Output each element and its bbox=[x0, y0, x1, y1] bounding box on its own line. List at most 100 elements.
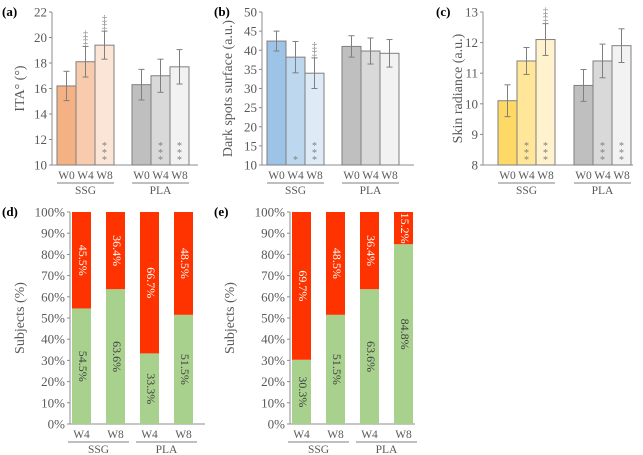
panel-label: (d) bbox=[2, 204, 18, 219]
y-axis-label: Skin radiance (a.u.) bbox=[451, 33, 466, 143]
bar-segment-green bbox=[174, 314, 193, 424]
y-tick-label: 9 bbox=[472, 127, 479, 142]
y-tick-label: 20 bbox=[244, 119, 257, 134]
y-tick-label: 25 bbox=[244, 100, 257, 115]
x-tick-label: W0 bbox=[499, 170, 516, 182]
x-tick-label: W8 bbox=[96, 170, 113, 182]
y-tick-label: 70% bbox=[41, 268, 65, 283]
x-tick-label: W4 bbox=[361, 429, 378, 441]
significance-mark: ‡ bbox=[83, 29, 88, 40]
bar-segment-red bbox=[174, 212, 193, 315]
y-tick-label: 15 bbox=[244, 138, 257, 153]
y-tick-label: 10 bbox=[34, 158, 47, 173]
panel-e: (e) 0% 10% 20% 30% 40% 50% 60% 70% 80% 90% 100% Subj… bbox=[214, 204, 417, 455]
y-tick-label: 8 bbox=[472, 158, 479, 173]
panel-b: (b) 10 15 20 25 30 35 40 45 50 Dark spots surface … bbox=[214, 4, 414, 197]
significance-star: * bbox=[312, 148, 317, 159]
significance-star: * bbox=[102, 141, 107, 152]
y-tick-label: 20% bbox=[261, 374, 285, 389]
significance-star: * bbox=[102, 148, 107, 159]
data-label: 84.8% bbox=[398, 319, 412, 350]
group-label: SSG bbox=[75, 185, 96, 197]
bar-segment-green bbox=[106, 289, 125, 424]
y-tick-label: 40 bbox=[244, 43, 257, 58]
bar bbox=[360, 50, 381, 166]
x-tick-label: W8 bbox=[171, 170, 188, 182]
significance-star: * bbox=[524, 148, 529, 159]
data-label: 45.5% bbox=[76, 245, 90, 276]
x-tick-label: W8 bbox=[327, 429, 344, 441]
x-tick-label: W8 bbox=[107, 429, 124, 441]
bar-segment-red bbox=[394, 212, 413, 245]
y-tick-label: 100% bbox=[255, 205, 286, 220]
y-tick-label: 30% bbox=[261, 353, 285, 368]
y-tick-label: 22 bbox=[34, 5, 47, 20]
y-axis-label: Subjects (%) bbox=[223, 282, 238, 354]
significance-star: * bbox=[177, 148, 182, 159]
y-tick-label: 0% bbox=[268, 417, 286, 432]
data-label: 30.3% bbox=[296, 376, 310, 407]
panel-label: (c) bbox=[436, 4, 450, 19]
bar-segment-red bbox=[360, 212, 379, 290]
y-axis-label: Dark spots surface (a.u.) bbox=[221, 20, 236, 158]
data-label: 33.3% bbox=[144, 373, 158, 404]
x-tick-label: W4 bbox=[287, 170, 304, 182]
significance-mark: ‡ bbox=[102, 14, 107, 25]
data-label: 51.5% bbox=[330, 354, 344, 385]
x-tick-label: W4 bbox=[362, 170, 379, 182]
panel-label: (e) bbox=[214, 204, 228, 219]
group-label: PLA bbox=[592, 185, 614, 197]
significance-star: * bbox=[524, 155, 529, 166]
bar-segment-green bbox=[292, 359, 311, 424]
data-label: 63.6% bbox=[364, 341, 378, 372]
y-tick-label: 90% bbox=[41, 226, 65, 241]
y-tick-label: 50% bbox=[261, 311, 285, 326]
significance-mark: ‡ bbox=[312, 41, 317, 52]
significance-mark: ‡ bbox=[543, 14, 548, 25]
significance-star: * bbox=[524, 141, 529, 152]
group-label: SSG bbox=[516, 185, 537, 197]
significance-star: * bbox=[543, 155, 548, 166]
group-label: PLA bbox=[376, 444, 398, 455]
y-tick-label: 18 bbox=[34, 56, 47, 71]
bar-segment-green bbox=[326, 314, 345, 424]
y-tick-label: 12 bbox=[465, 35, 478, 50]
x-tick-label: W0 bbox=[268, 170, 285, 182]
y-tick-label: 80% bbox=[41, 247, 65, 262]
y-tick-label: 14 bbox=[34, 107, 48, 122]
y-tick-label: 50 bbox=[244, 5, 257, 20]
y-tick-label: 12 bbox=[34, 132, 47, 147]
bar-segment-red bbox=[326, 212, 345, 315]
data-label: 63.6% bbox=[110, 341, 124, 372]
significance-star: * bbox=[102, 155, 107, 166]
significance-star: * bbox=[312, 155, 317, 166]
data-label: 69.7% bbox=[296, 270, 310, 301]
bar bbox=[266, 40, 287, 166]
y-tick-label: 10 bbox=[244, 158, 257, 173]
bar-segment-green bbox=[72, 308, 91, 424]
group-label: SSG bbox=[308, 444, 329, 455]
x-tick-label: W8 bbox=[613, 170, 630, 182]
significance-star: * bbox=[600, 141, 605, 152]
significance-mark: ‡ bbox=[83, 36, 88, 47]
x-tick-label: W4 bbox=[594, 170, 611, 182]
x-tick-label: W8 bbox=[306, 170, 323, 182]
significance-star: * bbox=[312, 141, 317, 152]
y-tick-label: 70% bbox=[261, 268, 285, 283]
x-tick-label: W8 bbox=[537, 170, 554, 182]
y-tick-label: 80% bbox=[261, 247, 285, 262]
bar-segment-green bbox=[394, 244, 413, 424]
group-label: PLA bbox=[360, 185, 382, 197]
group-label: SSG bbox=[88, 444, 109, 455]
significance-star: * bbox=[600, 148, 605, 159]
significance-star: * bbox=[177, 141, 182, 152]
x-tick-label: W0 bbox=[58, 170, 75, 182]
y-axis-label: ITA° (°) bbox=[13, 65, 28, 112]
significance-star: * bbox=[177, 155, 182, 166]
significance-star: * bbox=[619, 155, 624, 166]
y-tick-label: 10% bbox=[41, 395, 65, 410]
y-tick-label: 60% bbox=[41, 289, 65, 304]
data-label: 54.5% bbox=[76, 351, 90, 382]
